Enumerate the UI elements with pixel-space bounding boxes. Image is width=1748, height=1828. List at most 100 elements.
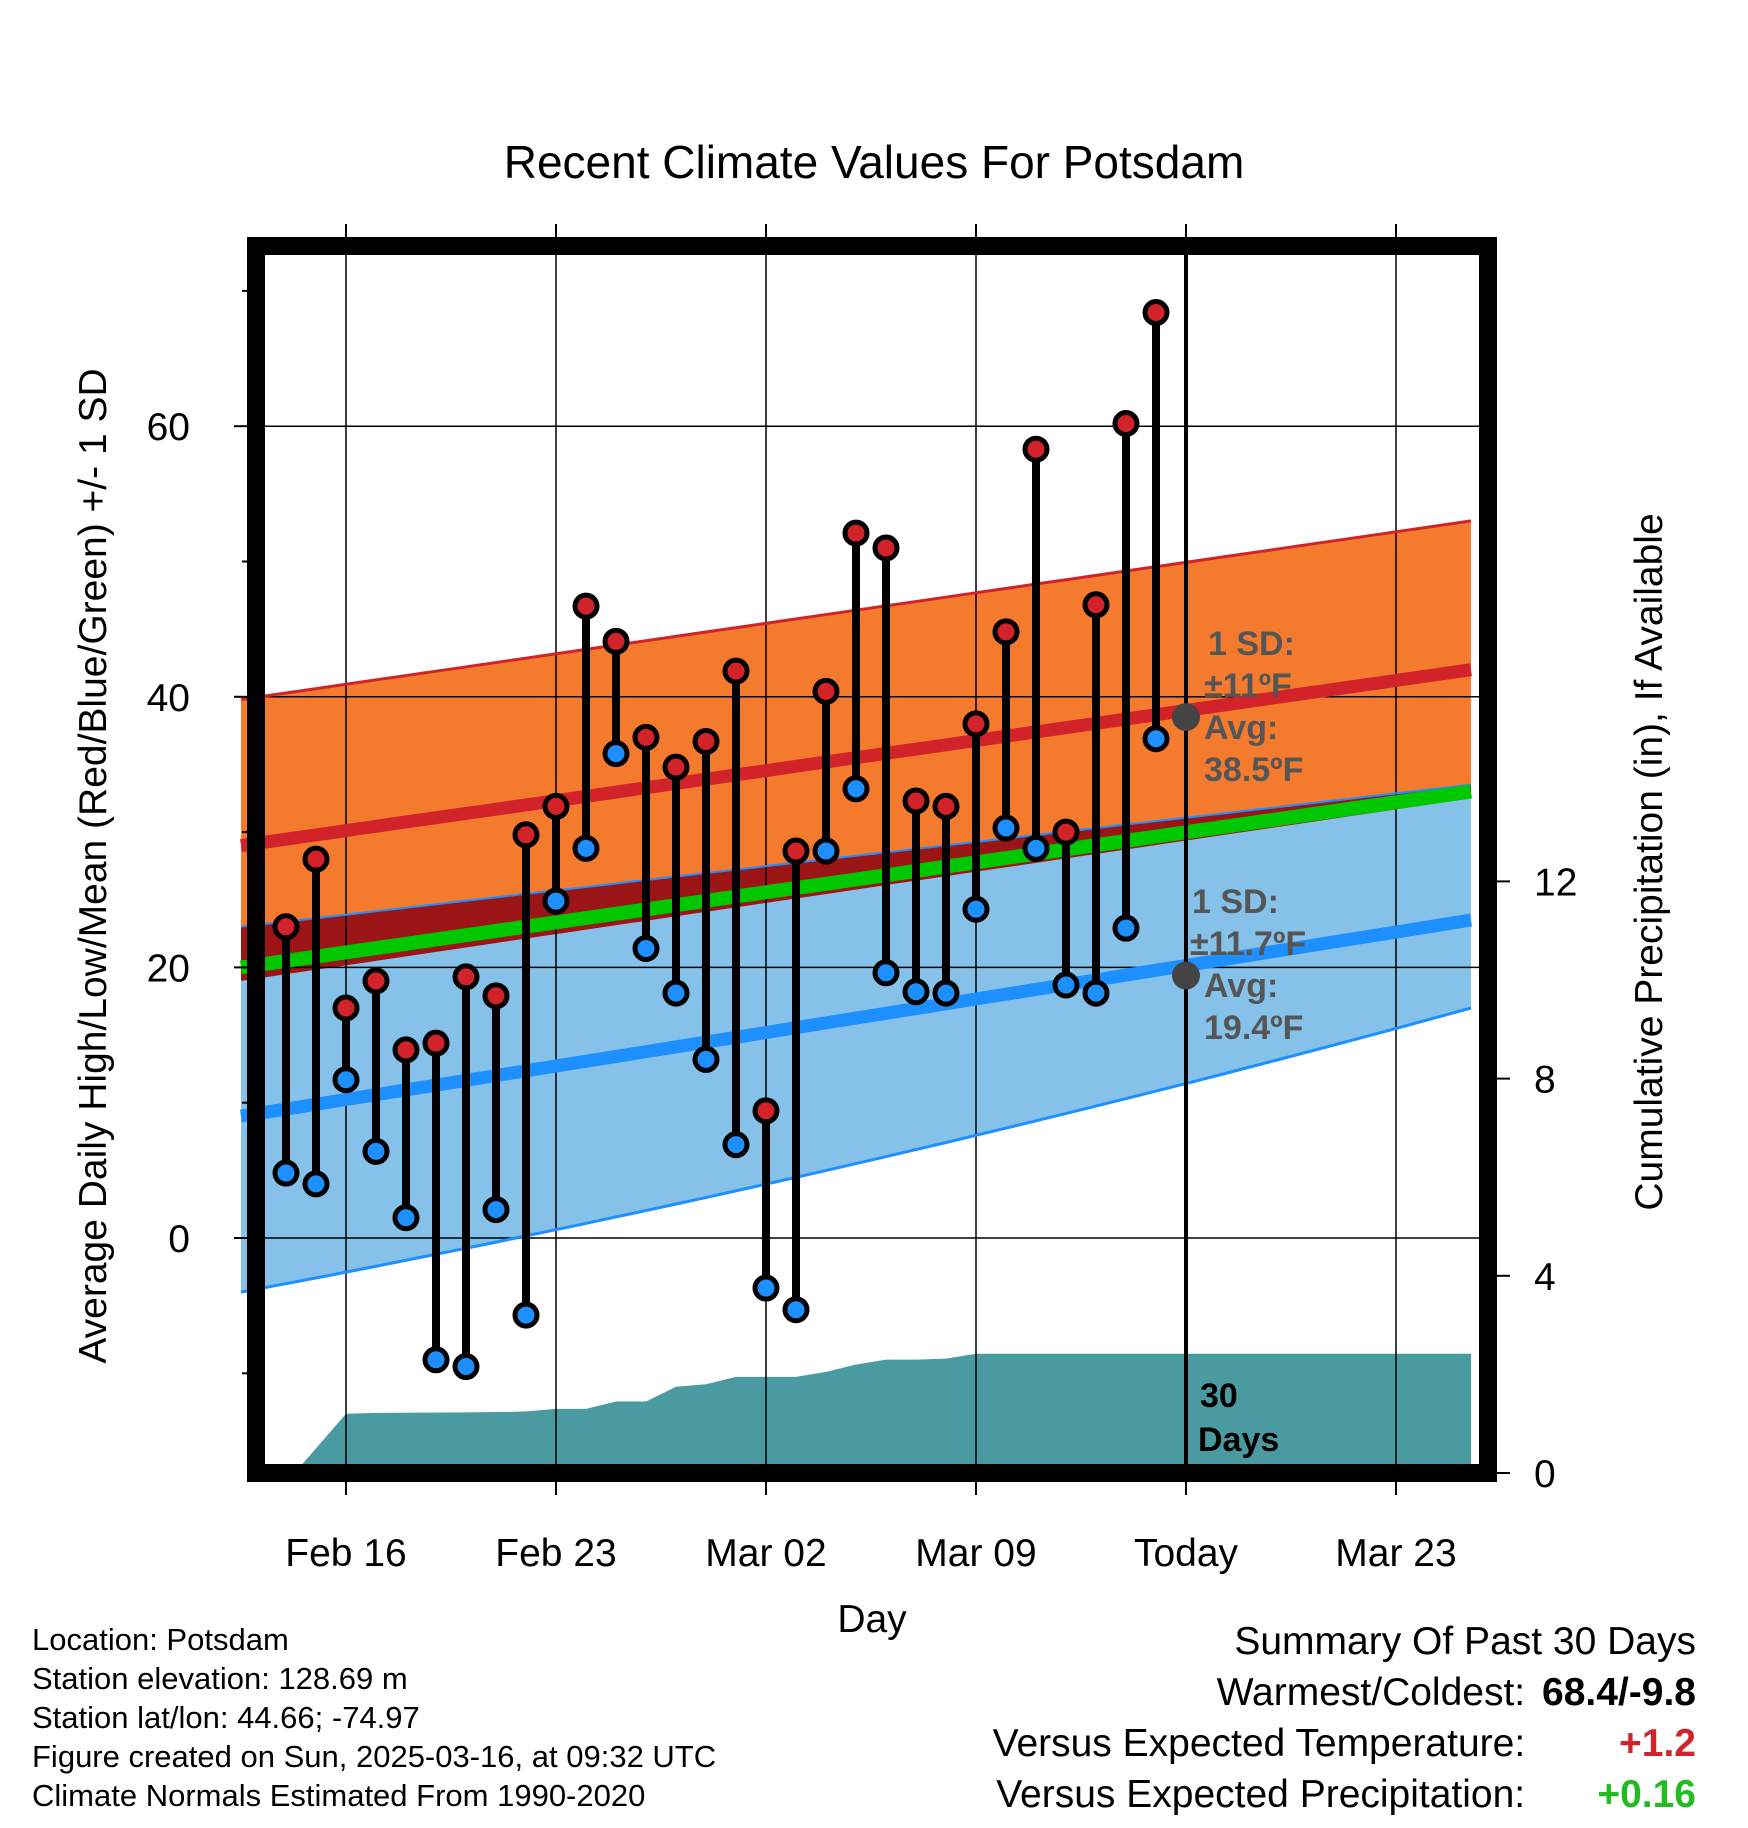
daily-low-point <box>632 934 660 962</box>
daily-high-point <box>872 534 900 562</box>
precipitation-area <box>241 1353 1471 1473</box>
window-unit: Days <box>1198 1421 1279 1459</box>
daily-high-point <box>632 723 660 751</box>
high-avg-value: 38.5ºF <box>1204 751 1303 789</box>
daily-high-point <box>482 982 510 1010</box>
daily-low-point <box>1142 725 1170 753</box>
daily-low-point <box>692 1045 720 1073</box>
daily-high-point <box>452 963 480 991</box>
daily-high-point <box>842 519 870 547</box>
y-left-tick-label: 0 <box>168 1218 190 1261</box>
precip-value: +0.16 <box>1597 1773 1696 1816</box>
daily-high-point <box>902 787 930 815</box>
daily-low-point <box>1082 979 1110 1007</box>
y-axis-label-left: Average Daily High/Low/Mean (Red/Blue/Gr… <box>72 368 115 1363</box>
daily-low-point <box>872 959 900 987</box>
daily-high-point <box>362 967 390 995</box>
daily-high-point <box>932 792 960 820</box>
daily-low-point <box>662 979 690 1007</box>
daily-high-point <box>332 994 360 1022</box>
location-text: Location: Potsdam <box>32 1622 289 1657</box>
y-left-tick-label: 20 <box>147 947 190 990</box>
daily-low-point <box>422 1346 450 1374</box>
x-tick-label: Mar 23 <box>1335 1532 1456 1575</box>
low-normal-line <box>239 913 1473 1123</box>
daily-high-point <box>992 618 1020 646</box>
mean-normal-line <box>240 784 1472 975</box>
daily-low-point <box>602 740 630 768</box>
y-left-tick-label: 40 <box>147 677 190 720</box>
daily-low-point <box>962 895 990 923</box>
x-axis-label: Day <box>837 1598 907 1641</box>
x-tick-label: Mar 09 <box>915 1532 1036 1575</box>
daily-low-point <box>902 978 930 1006</box>
daily-low-point <box>272 1159 300 1187</box>
low-sd-label: 1 SD: <box>1192 883 1279 921</box>
daily-high-point <box>272 913 300 941</box>
daily-high-point <box>572 592 600 620</box>
daily-high-point <box>722 657 750 685</box>
chart-title: Recent Climate Values For Potsdam <box>504 136 1245 188</box>
temp-value: +1.2 <box>1619 1722 1696 1765</box>
low-sd-band <box>241 798 1471 1293</box>
summary-precip-row: Versus Expected Precipitation: +0.16 <box>993 1769 1696 1820</box>
high-avg-marker <box>1172 703 1200 732</box>
created-text: Figure created on Sun, 2025-03-16, at 09… <box>32 1739 717 1774</box>
high-avg-label: Avg: <box>1204 709 1278 747</box>
daily-high-point <box>422 1029 450 1057</box>
x-tick-label: Mar 02 <box>705 1532 826 1575</box>
daily-high-point <box>1052 818 1080 846</box>
plot-frame <box>247 237 1497 1482</box>
high-sd-label: 1 SD: <box>1208 625 1295 663</box>
low-avg-value: 19.4ºF <box>1204 1009 1303 1047</box>
daily-low-point <box>362 1137 390 1165</box>
daily-low-point <box>392 1204 420 1232</box>
y-right-tick-label: 4 <box>1534 1256 1556 1299</box>
y-right-tick-label: 0 <box>1534 1453 1556 1496</box>
latlon-text: Station lat/lon: 44.66; -74.97 <box>32 1700 420 1735</box>
summary-warmest-row: Warmest/Coldest: 68.4/-9.8 <box>993 1667 1696 1718</box>
daily-low-point <box>722 1131 750 1159</box>
daily-high-point <box>302 845 330 873</box>
daily-high-point <box>782 837 810 865</box>
daily-high-point <box>542 792 570 820</box>
y-left-tick-label: 60 <box>147 406 190 449</box>
y-axis-label-right: Cumulative Precipitation (in), If Availa… <box>1628 513 1671 1210</box>
daily-low-point <box>752 1274 780 1302</box>
summary-title: Summary Of Past 30 Days <box>1234 1620 1696 1663</box>
warmest-label: Warmest/Coldest: <box>1216 1671 1526 1714</box>
daily-low-point <box>332 1066 360 1094</box>
daily-low-point <box>992 814 1020 842</box>
high-lower-line <box>240 783 1472 928</box>
daily-low-point <box>842 775 870 803</box>
daily-high-point <box>1112 409 1140 437</box>
x-tick-label: Feb 23 <box>495 1532 616 1575</box>
x-tick-label: Today <box>1134 1532 1239 1575</box>
daily-low-point <box>512 1301 540 1329</box>
daily-low-point <box>812 837 840 865</box>
daily-high-point <box>662 753 690 781</box>
summary-temp-row: Versus Expected Temperature: +1.2 <box>993 1718 1696 1769</box>
station-info: Location: Potsdam Station elevation: 128… <box>32 1620 716 1815</box>
daily-low-point <box>542 887 570 915</box>
daily-high-point <box>692 727 720 755</box>
y-right-tick-label: 8 <box>1534 1059 1556 1102</box>
daily-high-point <box>812 677 840 705</box>
daily-high-point <box>512 821 540 849</box>
daily-high-point <box>392 1036 420 1064</box>
daily-low-point <box>1112 914 1140 942</box>
y-right-tick-label: 12 <box>1534 861 1577 904</box>
x-tick-label: Feb 16 <box>285 1532 406 1575</box>
daily-low-point <box>932 979 960 1007</box>
low-lower-line <box>240 1006 1472 1294</box>
low-sd-value: ±11.7ºF <box>1190 925 1306 963</box>
summary-panel: Summary Of Past 30 Days Warmest/Coldest:… <box>993 1616 1696 1820</box>
daily-low-point <box>572 834 600 862</box>
daily-high-point <box>1142 299 1170 327</box>
daily-low-point <box>452 1353 480 1381</box>
daily-low-point <box>1022 834 1050 862</box>
daily-high-point <box>602 627 630 655</box>
low-avg-marker <box>1172 961 1200 990</box>
daily-low-point <box>482 1196 510 1224</box>
daily-high-point <box>962 710 990 738</box>
